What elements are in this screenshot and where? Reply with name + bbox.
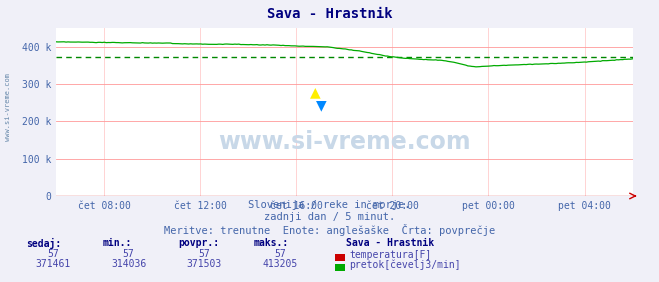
Text: pretok[čevelj3/min]: pretok[čevelj3/min]: [349, 260, 461, 270]
Text: ▲: ▲: [310, 85, 321, 99]
Text: Meritve: trenutne  Enote: anglešaške  Črta: povprečje: Meritve: trenutne Enote: anglešaške Črta…: [164, 224, 495, 236]
Text: temperatura[F]: temperatura[F]: [349, 250, 432, 259]
Text: sedaj:: sedaj:: [26, 238, 61, 249]
Text: 57: 57: [47, 249, 59, 259]
Text: 371503: 371503: [186, 259, 222, 269]
Text: ▼: ▼: [316, 98, 327, 113]
Text: Sava - Hrastnik: Sava - Hrastnik: [267, 7, 392, 21]
Text: 57: 57: [198, 249, 210, 259]
Text: zadnji dan / 5 minut.: zadnji dan / 5 minut.: [264, 212, 395, 222]
Text: min.:: min.:: [102, 238, 132, 248]
Text: povpr.:: povpr.:: [178, 238, 219, 248]
Text: 413205: 413205: [262, 259, 298, 269]
Text: maks.:: maks.:: [254, 238, 289, 248]
Text: www.si-vreme.com: www.si-vreme.com: [5, 73, 11, 141]
Text: 57: 57: [274, 249, 286, 259]
Text: 371461: 371461: [35, 259, 71, 269]
Text: Slovenija / reke in morje.: Slovenija / reke in morje.: [248, 200, 411, 210]
Text: 57: 57: [123, 249, 134, 259]
Text: 314036: 314036: [111, 259, 146, 269]
Text: Sava - Hrastnik: Sava - Hrastnik: [346, 238, 434, 248]
Text: www.si-vreme.com: www.si-vreme.com: [218, 130, 471, 154]
